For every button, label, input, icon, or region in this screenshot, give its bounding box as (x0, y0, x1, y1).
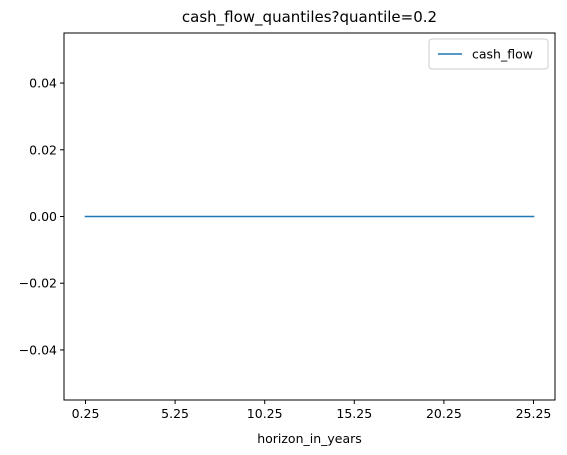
x-tick-label: 5.25 (161, 406, 189, 421)
x-tick-label: 0.25 (72, 406, 100, 421)
y-axis: 0.04 0.02 0.00 −0.02 −0.04 (19, 76, 64, 357)
y-tick-label: 0.04 (29, 76, 57, 91)
y-tick-label: −0.02 (19, 276, 57, 291)
chart-title: cash_flow_quantiles?quantile=0.2 (182, 8, 437, 27)
legend-box (428, 38, 549, 70)
x-tick-label: 10.25 (247, 406, 283, 421)
x-tick-label: 25.25 (516, 406, 552, 421)
x-axis-label: horizon_in_years (257, 431, 362, 446)
x-axis: 0.25 5.25 10.25 15.25 20.25 25.25 (72, 400, 552, 421)
x-tick-label: 15.25 (336, 406, 372, 421)
legend-label: cash_flow (472, 47, 533, 62)
x-tick-label: 20.25 (426, 406, 462, 421)
legend: cash_flow (428, 38, 549, 70)
y-tick-label: 0.02 (29, 142, 57, 157)
y-tick-label: 0.00 (29, 209, 57, 224)
y-tick-label: −0.04 (19, 342, 57, 357)
